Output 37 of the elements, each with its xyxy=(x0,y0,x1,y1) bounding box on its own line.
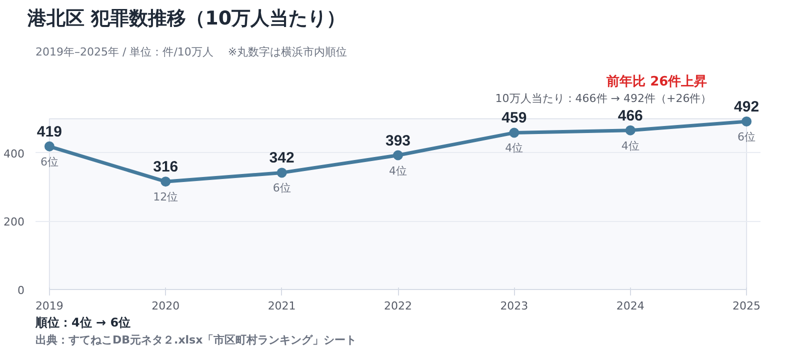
data-label: 459 xyxy=(502,110,527,127)
point xyxy=(160,176,171,187)
data-label: 492 xyxy=(734,98,760,116)
text: 前年比 26件上昇 xyxy=(606,74,708,90)
source-note: 出典：すてねこDB元ネタ２.xlsx「市区町村ランキング」シート xyxy=(36,334,357,346)
annotation: 4位 xyxy=(621,139,640,152)
data-label: 316 xyxy=(153,158,178,176)
x-tick-label: 2021 xyxy=(268,300,296,312)
annotation: 4位 xyxy=(389,164,407,178)
point xyxy=(276,168,287,178)
chart-subtitle: 2019年–2025年 / 単位：件/10万人 ※丸数字は横浜市内順位 xyxy=(36,46,348,58)
x-tick-label: 2020 xyxy=(152,300,180,312)
data-label: 342 xyxy=(269,150,294,167)
data-label: 393 xyxy=(385,132,411,150)
annotation: 6位 xyxy=(738,130,756,144)
point xyxy=(742,116,752,126)
x-tick-label: 2023 xyxy=(500,300,528,312)
annotation: 6位 xyxy=(272,182,291,195)
point xyxy=(625,125,636,136)
point xyxy=(509,128,520,138)
y-tick-label: 200 xyxy=(4,216,25,229)
x-tick-label: 2025 xyxy=(732,300,761,312)
point xyxy=(44,141,54,152)
annotation: 6位 xyxy=(40,155,58,168)
text: 順位：4位 → 6位 xyxy=(34,316,131,330)
chart-title: 港北区 犯罪数推移（10万人当たり） xyxy=(26,8,346,30)
x-tick-label: 2022 xyxy=(384,300,412,312)
data-label: 466 xyxy=(618,107,643,124)
text: 10万人当たり：466件 → 492件（+26件） xyxy=(495,92,712,106)
y-tick-label: 0 xyxy=(18,284,24,297)
point xyxy=(393,150,403,160)
x-tick-label: 2024 xyxy=(616,300,644,312)
y-tick-label: 400 xyxy=(4,147,25,160)
x-tick-label: 2019 xyxy=(35,300,64,312)
annotation: 12位 xyxy=(153,190,178,204)
annotation: 4位 xyxy=(505,142,524,155)
data-label: 419 xyxy=(36,123,62,140)
